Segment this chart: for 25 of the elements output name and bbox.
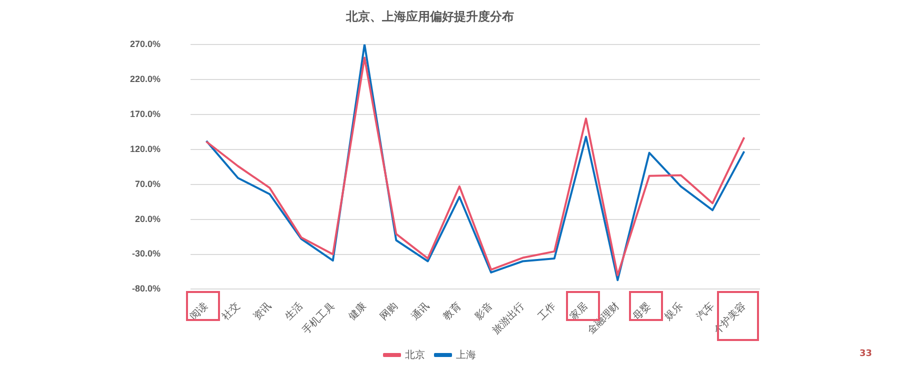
legend-label: 北京 (405, 348, 425, 361)
x-tick-label: 通讯 (409, 300, 432, 323)
x-tick-label: 社交 (219, 300, 242, 323)
x-tick-label: 娱乐 (662, 300, 685, 323)
y-tick-label: 70.0% (134, 178, 161, 189)
legend-label: 上海 (456, 348, 476, 361)
x-tick-label: 汽车 (694, 300, 717, 323)
x-tick-label: 家居 (567, 300, 590, 323)
x-tick-label: 资讯 (251, 300, 274, 323)
x-tick-label: 工作 (536, 300, 558, 323)
x-tick-label: 生活 (282, 300, 306, 323)
x-tick-label: 健康 (346, 300, 369, 323)
chart-title: 北京、上海应用偏好提升度分布 (345, 10, 514, 24)
x-tick-label: 影音 (472, 300, 496, 323)
y-tick-label: 220.0% (130, 74, 161, 84)
y-tick-label: -30.0% (132, 248, 161, 259)
y-tick-label: 170.0% (130, 108, 161, 119)
text: 33 (859, 349, 872, 359)
x-tick-label: 教育 (440, 300, 464, 323)
y-tick-label: -80.0% (132, 284, 161, 294)
y-tick-label: 270.0% (130, 38, 161, 49)
y-tick-label: 120.0% (130, 144, 161, 154)
x-tick-label: 网购 (378, 300, 400, 323)
x-tick-label: 母婴 (630, 300, 654, 323)
y-tick-label: 20.0% (134, 214, 161, 224)
